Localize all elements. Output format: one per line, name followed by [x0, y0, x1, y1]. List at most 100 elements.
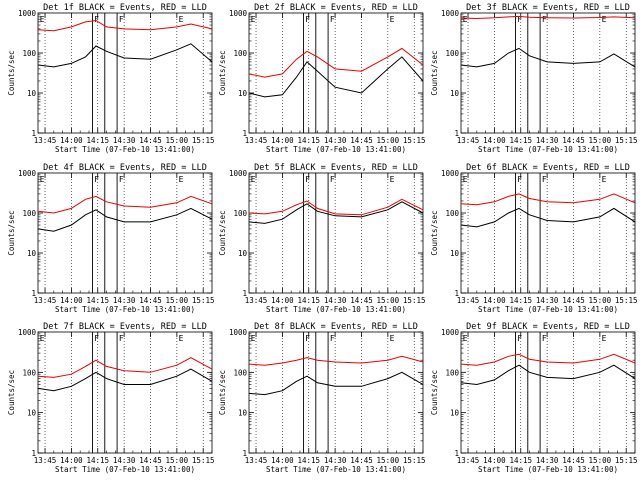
- y-tick-label: 10: [27, 89, 37, 98]
- x-tick-label: 15:15: [192, 136, 215, 145]
- region-mark-f: F: [94, 334, 99, 343]
- y-tick-label: 100: [233, 368, 247, 377]
- y-tick-label: 1: [242, 289, 247, 298]
- y-tick-label: 10: [27, 409, 37, 418]
- x-tick-label: 14:15: [509, 136, 532, 145]
- x-axis-label: Start Time (07-Feb-10 13:41:00): [266, 465, 406, 474]
- x-tick-label: 14:30: [113, 136, 136, 145]
- x-tick-label: 15:00: [377, 456, 400, 465]
- y-tick-label: 1: [454, 449, 459, 458]
- y-axis-label: Counts/sec: [218, 370, 227, 415]
- y-tick-label: 100: [445, 368, 459, 377]
- x-tick-label: 14:30: [113, 456, 136, 465]
- x-tick-label: 14:45: [139, 456, 162, 465]
- x-tick-label: 13:45: [457, 296, 480, 305]
- region-mark-f: F: [542, 334, 547, 343]
- x-tick-label: 14:45: [562, 296, 585, 305]
- region-mark-f: F: [305, 334, 310, 343]
- x-axis-label: Start Time (07-Feb-10 13:41:00): [55, 465, 195, 474]
- chart-panel-4: Det 4f BLACK = Events, RED = LLD 1 10 100 10…: [7, 163, 215, 314]
- x-tick-label: 15:15: [192, 296, 215, 305]
- x-tick-label: 14:45: [139, 136, 162, 145]
- y-tick-label: 10: [238, 409, 248, 418]
- y-tick-label: 1: [242, 449, 247, 458]
- y-tick-label: 100: [22, 49, 36, 58]
- x-tick-label: 14:30: [536, 296, 559, 305]
- x-tick-label: 14:15: [86, 136, 109, 145]
- region-mark-e: E: [602, 15, 607, 24]
- lld-series-line: [460, 193, 636, 206]
- x-tick-label: 14:45: [350, 296, 373, 305]
- x-tick-label: 15:00: [166, 296, 189, 305]
- y-tick-label: 10: [450, 409, 460, 418]
- x-axis-label: Start Time (07-Feb-10 13:41:00): [478, 305, 618, 314]
- x-axis-label: Start Time (07-Feb-10 13:41:00): [55, 305, 195, 314]
- x-tick-label: 15:15: [192, 456, 215, 465]
- x-tick-label: 14:00: [271, 296, 294, 305]
- x-tick-label: 14:00: [60, 136, 83, 145]
- chart-panel-3: Det 3f BLACK = Events, RED = LLD 1 10 100 10…: [430, 3, 638, 154]
- region-mark-f: F: [119, 175, 124, 184]
- lld-series-line: [248, 355, 424, 366]
- lld-series-line: [248, 47, 424, 78]
- chart-panel-5: Det 5f BLACK = Events, RED = LLD 1 10 100 10…: [218, 163, 426, 314]
- events-series-line: [248, 371, 424, 396]
- x-tick-label: 14:00: [60, 296, 83, 305]
- region-mark-e: E: [251, 175, 256, 184]
- y-tick-label: 1: [31, 289, 36, 298]
- y-axis-label: Counts/sec: [430, 370, 439, 415]
- plot-frame: [460, 172, 636, 294]
- region-mark-e: E: [179, 175, 184, 184]
- region-mark-f: F: [94, 15, 99, 24]
- panel-title: Det 2f BLACK = Events, RED = LLD: [254, 3, 418, 13]
- region-mark-e: E: [40, 15, 45, 24]
- region-mark-f: F: [542, 15, 547, 24]
- x-tick-label: 14:45: [562, 136, 585, 145]
- x-tick-label: 15:00: [377, 136, 400, 145]
- plot-frame: [248, 172, 424, 294]
- x-tick-label: 13:45: [245, 296, 268, 305]
- x-tick-label: 13:45: [457, 456, 480, 465]
- region-mark-e: E: [602, 334, 607, 343]
- events-series-line: [248, 56, 424, 98]
- x-tick-label: 13:45: [34, 136, 57, 145]
- y-tick-label: 1000: [18, 9, 37, 18]
- region-mark-f: F: [305, 175, 310, 184]
- x-tick-label: 15:00: [589, 136, 612, 145]
- x-tick-label: 14:00: [271, 456, 294, 465]
- events-series-line: [248, 201, 424, 224]
- y-axis-label: Counts/sec: [7, 50, 16, 95]
- x-tick-label: 13:45: [245, 456, 268, 465]
- y-tick-label: 100: [22, 368, 36, 377]
- x-tick-label: 14:15: [86, 296, 109, 305]
- y-tick-label: 1000: [18, 328, 37, 337]
- x-tick-label: 14:45: [139, 296, 162, 305]
- panel-title: Det 7f BLACK = Events, RED = LLD: [43, 322, 207, 332]
- region-mark-f: F: [330, 15, 335, 24]
- lld-series-line: [37, 357, 213, 378]
- x-tick-label: 14:15: [297, 296, 320, 305]
- x-tick-label: 15:00: [377, 296, 400, 305]
- y-tick-label: 10: [238, 249, 248, 258]
- x-tick-label: 15:15: [403, 456, 426, 465]
- region-mark-f: F: [517, 15, 522, 24]
- x-tick-label: 15:00: [166, 136, 189, 145]
- panel-title: Det 9f BLACK = Events, RED = LLD: [466, 322, 630, 332]
- x-tick-label: 14:00: [483, 136, 506, 145]
- y-tick-label: 1: [454, 129, 459, 138]
- y-axis-label: Counts/sec: [430, 50, 439, 95]
- y-axis-label: Counts/sec: [218, 50, 227, 95]
- plot-frame: [248, 12, 424, 134]
- events-series-line: [460, 207, 636, 228]
- y-tick-label: 1: [454, 289, 459, 298]
- x-axis-label: Start Time (07-Feb-10 13:41:00): [55, 145, 195, 154]
- x-tick-label: 15:15: [615, 456, 638, 465]
- chart-panel-2: Det 2f BLACK = Events, RED = LLD 1 10 100 10…: [218, 3, 426, 154]
- plot-frame: [248, 331, 424, 454]
- chart-panel-7: Det 7f BLACK = Events, RED = LLD 1 10 100 10…: [7, 322, 215, 474]
- region-mark-e: E: [40, 334, 45, 343]
- x-tick-label: 14:30: [324, 296, 347, 305]
- plot-frame: [460, 12, 636, 134]
- y-tick-label: 10: [450, 249, 460, 258]
- region-mark-e: E: [251, 334, 256, 343]
